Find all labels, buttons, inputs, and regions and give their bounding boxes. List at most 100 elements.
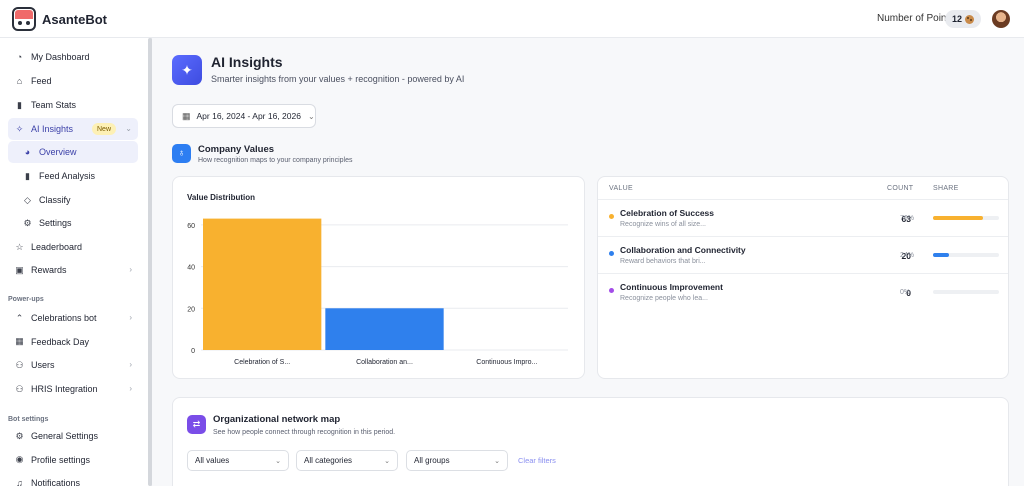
value-description: Reward behaviors that bri... <box>620 258 706 265</box>
user-avatar[interactable] <box>992 10 1010 28</box>
sidebar-item-label: Feed Analysis <box>39 171 96 181</box>
share-bar-track <box>933 216 999 220</box>
chevron-down-icon: ⌄ <box>494 458 500 465</box>
sidebar-item-celebrations-bot[interactable]: ⌃ Celebrations bot › <box>8 307 138 329</box>
sidebar-item-label: Profile settings <box>31 454 91 465</box>
sidebar-item-label: Notifications <box>31 478 81 486</box>
table-row[interactable]: Continuous Improvement Recognize people w… <box>598 274 1008 311</box>
y-tick-label: 0 <box>191 348 195 355</box>
value-count: 63 <box>901 214 911 224</box>
calendar-icon: ▦ <box>15 336 24 347</box>
chevron-right-icon: › <box>129 265 132 274</box>
sidebar-item-label: General Settings <box>31 431 99 441</box>
value-percent: 76% <box>900 215 915 222</box>
asantebot-logo-icon <box>12 7 36 31</box>
filter-categories-select[interactable]: All categories ⌄ <box>296 450 398 471</box>
sidebar-item-classify[interactable]: ◇ Classify <box>8 189 138 211</box>
points-badge[interactable]: 12 <box>945 10 981 28</box>
network-title: Organizational network map <box>213 414 341 425</box>
sidebar-item-rewards[interactable]: ▣ Rewards › <box>8 259 138 281</box>
x-tick-label: Continuous Impro... <box>476 359 537 366</box>
sidebar-item-feedback-day[interactable]: ▦ Feedback Day <box>8 331 138 353</box>
sidebar-item-my-dashboard[interactable]: ◔ My Dashboard <box>8 46 138 68</box>
table-row[interactable]: Celebration of Success Recognize wins of … <box>598 200 1008 237</box>
sidebar-item-general-settings[interactable]: ⚙ General Settings <box>8 425 138 447</box>
users-icon: ⚇ <box>15 383 24 394</box>
table-row[interactable]: Collaboration and Connectivity Reward beh… <box>598 237 1008 274</box>
chevron-right-icon: › <box>129 360 132 370</box>
bar[interactable] <box>203 218 322 350</box>
sidebar-item-settings[interactable]: ⚙ Settings <box>8 212 138 234</box>
clear-filters-link[interactable]: Clear filters <box>518 456 556 465</box>
sidebar-item-label: Celebrations bot <box>31 313 97 323</box>
points-value: 12 <box>951 14 962 24</box>
tag-icon: ◇ <box>24 194 31 205</box>
filter-groups-label: All groups <box>414 456 450 465</box>
sidebar-item-label: Leaderboard <box>31 242 83 252</box>
filter-groups-select[interactable]: All groups ⌄ <box>406 450 508 471</box>
botsettings-section-label: Bot settings <box>8 416 49 423</box>
value-count: 20 <box>901 251 911 261</box>
sparkle-icon: ✧ <box>15 123 24 134</box>
value-description: Recognize people who lea... <box>620 295 708 302</box>
bar-chart-icon: ▮ <box>25 170 30 181</box>
top-bar: AsanteBot Number of Points 12 <box>0 0 1024 38</box>
brand[interactable]: AsanteBot <box>12 7 107 31</box>
users-icon: ⚇ <box>15 359 24 370</box>
filter-values-label: All values <box>195 456 230 465</box>
value-name: Continuous Improvement <box>620 282 723 292</box>
gear-icon: ⚙ <box>15 430 24 441</box>
party-icon: ⌃ <box>15 312 24 323</box>
medal-icon: ♁ <box>172 144 191 163</box>
value-color-dot <box>609 288 614 293</box>
chevron-down-icon: ⌄ <box>125 124 132 133</box>
chevron-right-icon: › <box>129 313 132 322</box>
gear-icon: ⚙ <box>23 217 32 228</box>
values-table: VALUE COUNT SHARE Celebration of Success… <box>597 176 1009 379</box>
powerups-section-label: Power-ups <box>8 296 44 303</box>
column-header-count: COUNT <box>887 185 914 192</box>
sidebar-item-notifications[interactable]: ♫ Notifications <box>8 472 138 486</box>
sidebar-item-label: Overview <box>39 147 77 157</box>
pie-icon: ◕ <box>24 147 31 157</box>
sidebar-item-users[interactable]: ⚇ Users › <box>8 354 138 376</box>
swap-arrows-icon: ⇄ <box>187 415 206 434</box>
sidebar-item-hris-integration[interactable]: ⚇ HRIS Integration › <box>8 378 138 400</box>
sidebar-item-label: Users <box>31 360 55 371</box>
sidebar-item-profile-settings[interactable]: ◉ Profile settings <box>8 449 138 471</box>
sidebar-item-ai-insights[interactable]: ✧ AI Insights New ⌄ <box>8 118 138 140</box>
chevron-down-icon: ⌄ <box>384 458 390 465</box>
sidebar-item-leaderboard[interactable]: ☆ Leaderboard <box>8 236 138 258</box>
bar[interactable] <box>325 308 444 350</box>
dashboard-icon: ◔ <box>16 52 23 62</box>
share-bar-track <box>933 253 999 257</box>
bell-icon: ♫ <box>16 478 23 486</box>
date-range-label: Apr 16, 2024 - Apr 16, 2026 <box>196 111 301 121</box>
value-percent: 24% <box>900 252 915 259</box>
company-values-title: Company Values <box>198 144 275 155</box>
sidebar-item-overview[interactable]: ◕ Overview <box>8 141 138 163</box>
brand-name: AsanteBot <box>42 11 108 27</box>
sidebar-item-team-stats[interactable]: ▮ Team Stats <box>8 94 138 116</box>
date-range-picker[interactable]: ▦ Apr 16, 2024 - Apr 16, 2026 ⌄ <box>172 104 316 128</box>
sidebar-item-feed-analysis[interactable]: ▮ Feed Analysis <box>8 165 138 187</box>
chart-title: Value Distribution <box>187 193 256 202</box>
y-tick-label: 40 <box>187 265 195 272</box>
bar-chart-icon: ▮ <box>17 99 22 110</box>
filter-values-select[interactable]: All values ⌄ <box>187 450 289 471</box>
chevron-down-icon: ⌄ <box>275 458 281 465</box>
gift-icon: ▣ <box>15 264 24 275</box>
value-name: Celebration of Success <box>620 208 715 218</box>
sidebar-item-feed[interactable]: ⌂ Feed <box>8 70 138 92</box>
filter-categories-label: All categories <box>304 456 353 465</box>
star-icon: ☆ <box>15 241 24 252</box>
chevron-down-icon: ⌄ <box>307 111 315 121</box>
value-color-dot <box>609 214 614 219</box>
page-subtitle: Smarter insights from your values + reco… <box>211 74 465 84</box>
sidebar-scrollbar[interactable] <box>148 38 152 486</box>
column-header-value: VALUE <box>609 185 633 192</box>
column-header-share: SHARE <box>933 185 959 192</box>
user-circle-icon: ◉ <box>15 454 24 465</box>
network-subtitle: See how people connect through recogniti… <box>213 429 396 436</box>
table-header-divider <box>598 199 1008 200</box>
